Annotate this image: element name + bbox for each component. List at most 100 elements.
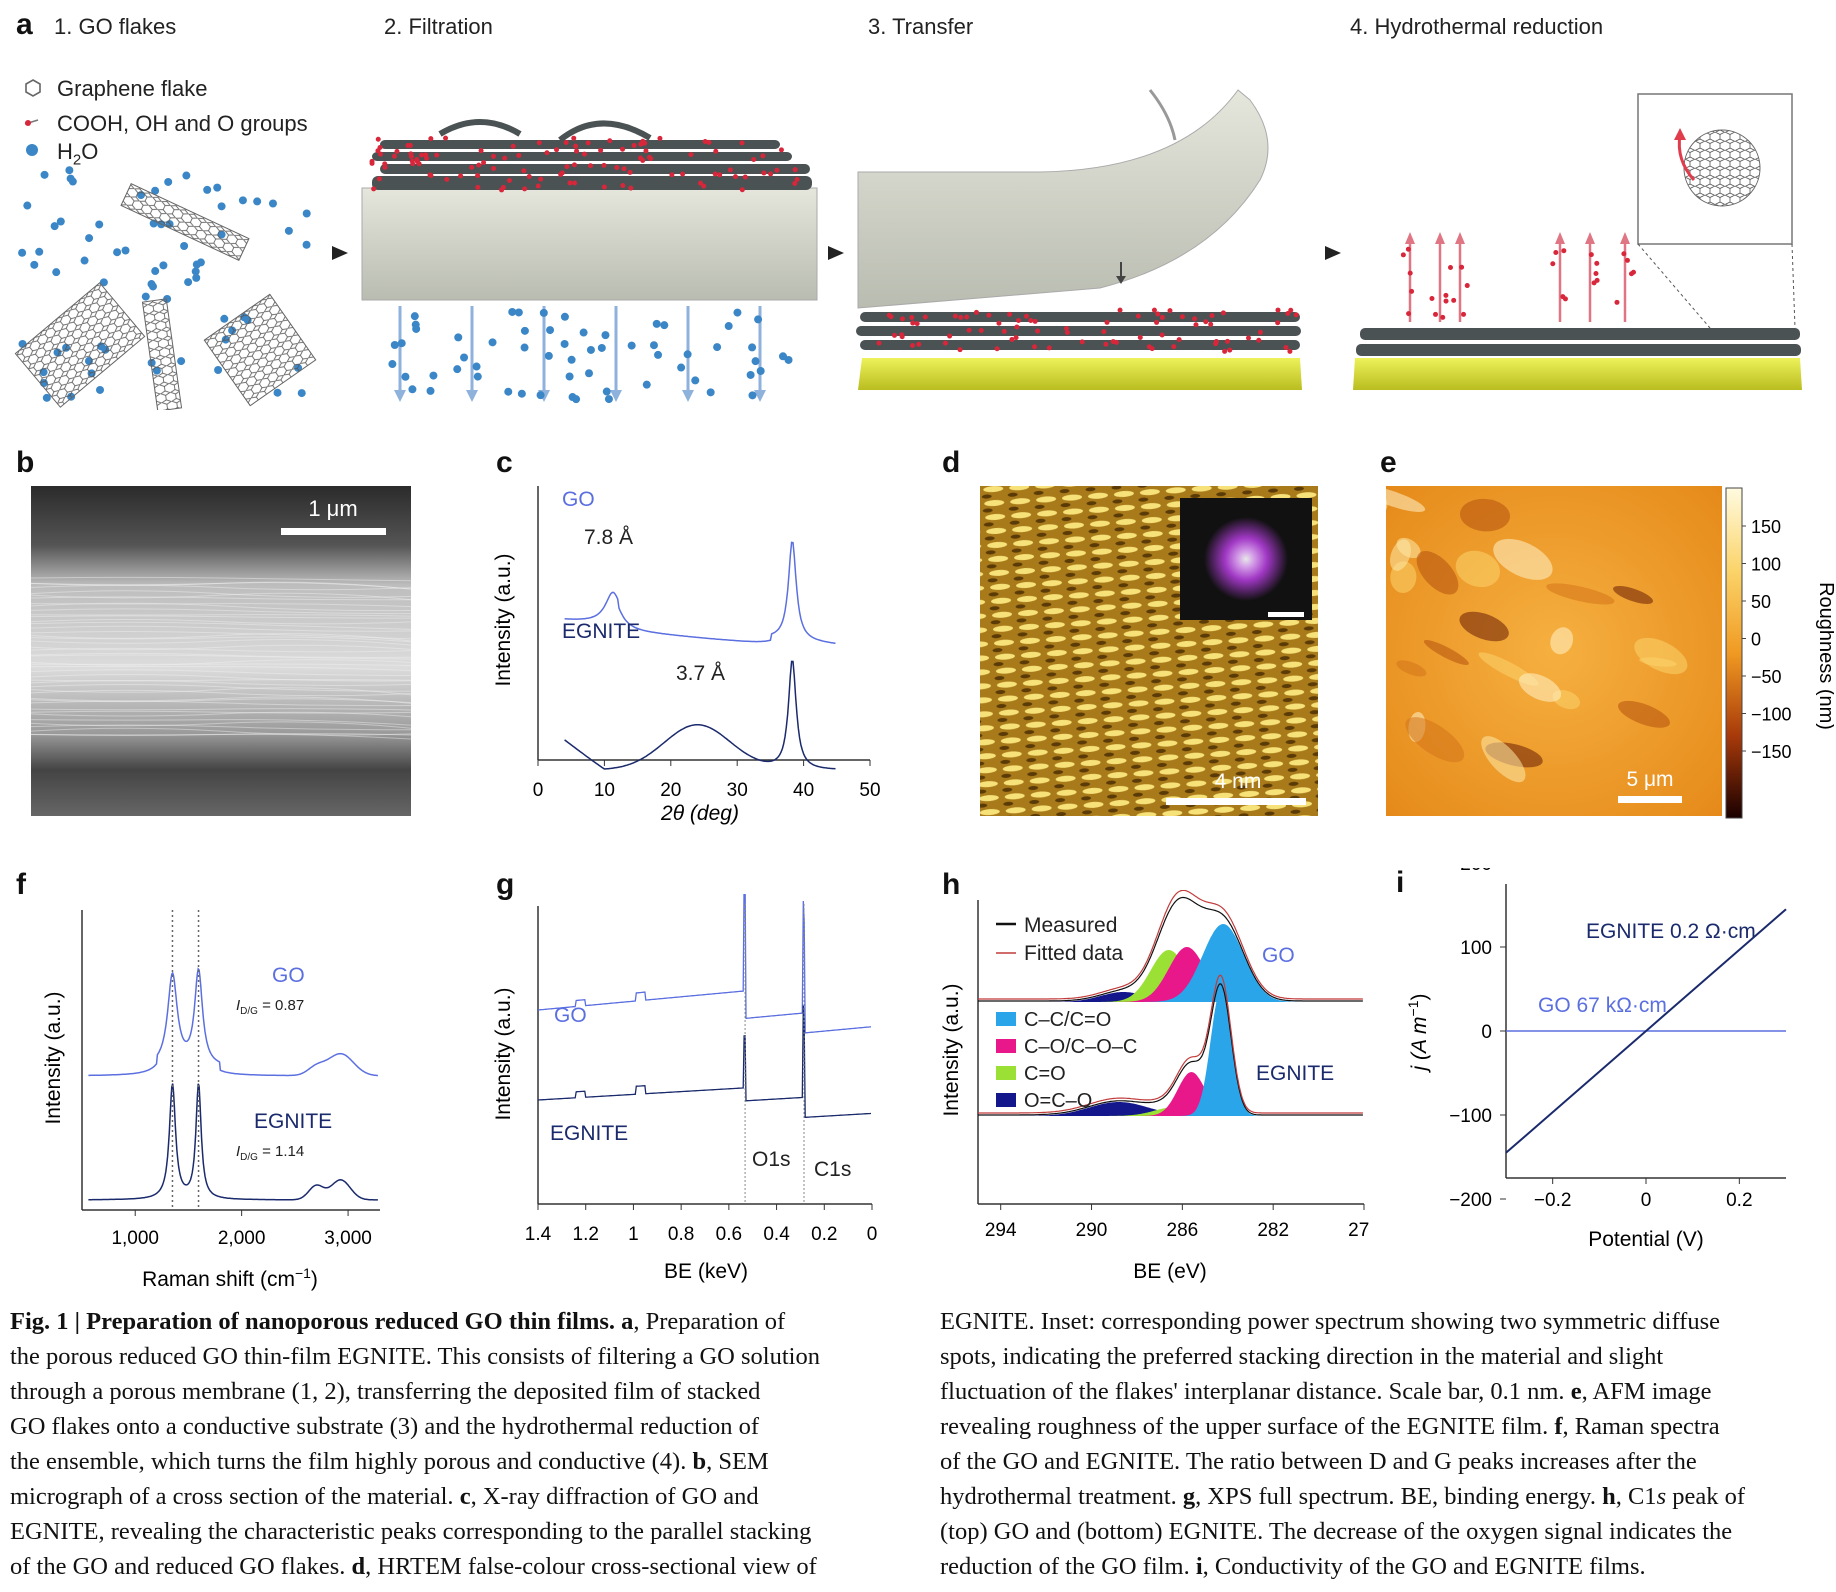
raman-chart: Intensity (a.u.) Raman shift (cm−1) 1,00… [42, 910, 380, 1291]
c1s-go-label: GO [1262, 944, 1295, 967]
c1s-ylabel: Intensity (a.u.) [940, 983, 963, 1116]
go-measured-line [978, 896, 1363, 1002]
egnite-component-0 [978, 1102, 1364, 1116]
caption-right-line-7: reduction of the GO film. i, Conductivit… [940, 1553, 1646, 1580]
colorbar-tick-label: −150 [1751, 742, 1792, 762]
cond-y-tick-label: −100 [1449, 1106, 1492, 1127]
go-fitted-line [978, 890, 1363, 1000]
sem-micrograph: 1 μm [31, 486, 411, 816]
caption-right-line-2: fluctuation of the flakes' interplanar d… [940, 1378, 1712, 1405]
c1s-tick-label: 294 [985, 1220, 1017, 1241]
arrow-step2 [828, 246, 844, 260]
raman-egnite-ratio: ID/G = 1.14 [236, 1143, 304, 1163]
c1s-tick-label: 290 [1076, 1220, 1108, 1241]
arrow-step3 [1325, 246, 1341, 260]
xrd-tick-label: 40 [793, 780, 814, 801]
xps-tick-label: 0.4 [763, 1224, 790, 1245]
xrd-chart: Intensity (a.u.) 2θ (deg) 0 10 20 30 40 50 GO… [492, 486, 880, 825]
xrd-go-annotation: 7.8 Å [584, 526, 633, 549]
caption-left-line-3: GO flakes onto a conductive substrate (3… [10, 1413, 760, 1440]
legend-icons [24, 79, 41, 156]
step-3-title: 3. Transfer [868, 14, 974, 39]
caption-right-line-3: revealing roughness of the upper surface… [940, 1413, 1720, 1440]
legend-swatch-1 [996, 1039, 1016, 1053]
xps-tick-label: 0.8 [668, 1224, 694, 1245]
caption-left: Fig. 1 | Preparation of nanoporous reduc… [10, 1304, 900, 1584]
step-4-title: 4. Hydrothermal reduction [1350, 14, 1604, 39]
caption-left-line-0: Fig. 1 | Preparation of nanoporous reduc… [10, 1308, 786, 1335]
cond-y-tick-label: 200 [1460, 868, 1492, 875]
colorbar-tick-label: 50 [1751, 592, 1771, 612]
egnite-measured-line [978, 983, 1363, 1116]
caption-right-line-1: spots, indicating the preferred stacking… [940, 1343, 1664, 1370]
panel-label-f: f [16, 868, 26, 901]
scale-bar-d [1166, 798, 1306, 805]
egnite-conductivity-label: EGNITE 0.2 Ω·cm [1586, 920, 1756, 943]
panel-label-d: d [942, 446, 961, 479]
legend-component-2: C=O [1024, 1063, 1066, 1085]
legend-functional-groups: COOH, OH and O groups [57, 111, 308, 136]
conductivity-chart: j (A m−1) Potential (V) −0.2 0 0.2 200 100 0 −… [1405, 868, 1787, 1251]
afm-image: 5 μm [1386, 486, 1722, 816]
caption-left-line-7: of the GO and reduced GO flakes. d, HRTE… [10, 1553, 817, 1580]
preparation-schematic [14, 89, 1802, 410]
xrd-xlabel: 2θ (deg) [660, 802, 739, 825]
legend-measured: Measured [1024, 914, 1117, 937]
xps-tick-label: 1.4 [525, 1224, 552, 1245]
caption-right: EGNITE. Inset: corresponding power spect… [940, 1304, 1830, 1584]
functional-group-icon [24, 119, 39, 126]
scale-bar-b [281, 528, 386, 535]
cond-y-tick-label: 0 [1481, 1022, 1492, 1043]
legend-fitted: Fitted data [1024, 942, 1124, 965]
legend-component-0: C–C/C=O [1024, 1009, 1111, 1031]
released-groups [1400, 232, 1636, 322]
xps-tick-label: 1.2 [573, 1224, 599, 1245]
legend-component-3: O=C–O [1024, 1090, 1092, 1112]
panel-label-g: g [496, 868, 515, 901]
go-flakes-step1 [14, 182, 317, 410]
xps-egnite-line [537, 1005, 871, 1118]
caption-right-line-4: of the GO and EGNITE. The ratio between … [940, 1448, 1697, 1475]
reduction-illustration [1353, 93, 1802, 390]
colorbar-tick-label: −50 [1751, 667, 1782, 687]
xrd-ylabel: Intensity (a.u.) [492, 553, 515, 686]
scale-label-e: 5 μm [1626, 768, 1673, 791]
colorbar-label: Roughness (nm) [1815, 582, 1834, 730]
c1s-label: C1s [814, 1158, 851, 1181]
xrd-tick-label: 0 [533, 780, 544, 801]
egnite-iv-line [1505, 908, 1787, 1154]
caption-left-line-1: the porous reduced GO thin-film EGNITE. … [10, 1343, 820, 1370]
raman-tick-label: 1,000 [111, 1228, 159, 1249]
c1s-egnite-spectrum [978, 974, 1364, 1116]
xps-tick-label: 1 [628, 1224, 639, 1245]
c1s-go-spectrum [978, 890, 1364, 1002]
cond-ylabel: j (A m−1) [1405, 993, 1431, 1073]
raman-egnite-label: EGNITE [254, 1110, 332, 1133]
raman-go-ratio: ID/G = 0.87 [236, 997, 304, 1017]
water-molecules-step1 [18, 166, 311, 402]
xrd-go-line [564, 541, 836, 645]
xps-go-line [537, 894, 872, 1034]
oxygen-groups-step3 [876, 307, 1299, 354]
xps-tick-label: 0 [867, 1224, 878, 1245]
step-2-title: 2. Filtration [384, 14, 493, 39]
raman-go-line [88, 967, 378, 1077]
filtrate-arrows [388, 306, 793, 404]
panel-label-e: e [1380, 446, 1397, 479]
scale-bar-e [1618, 796, 1682, 803]
xps-xlabel: BE (keV) [664, 1260, 748, 1283]
scale-label-d: 4 nm [1215, 770, 1262, 793]
legend-component-1: C–O/C–O–C [1024, 1036, 1137, 1058]
raman-go-label: GO [272, 964, 305, 987]
colorbar-tick-label: −100 [1751, 705, 1792, 725]
caption-left-line-4: the ensemble, which turns the film highl… [10, 1448, 769, 1475]
component-legend: C–C/C=O C–O/C–O–C C=O O=C–O [996, 1009, 1137, 1112]
water-molecule-icon [26, 144, 38, 156]
legend-swatch-2 [996, 1066, 1016, 1080]
colorbar-tick-label: 150 [1751, 517, 1781, 537]
xps-egnite-label: EGNITE [550, 1122, 628, 1145]
cond-x-tick-label: −0.2 [1534, 1190, 1572, 1211]
xps-tick-label: 0.2 [811, 1224, 837, 1245]
scale-label-b: 1 μm [308, 496, 357, 521]
panel-label-a: a [16, 8, 33, 41]
